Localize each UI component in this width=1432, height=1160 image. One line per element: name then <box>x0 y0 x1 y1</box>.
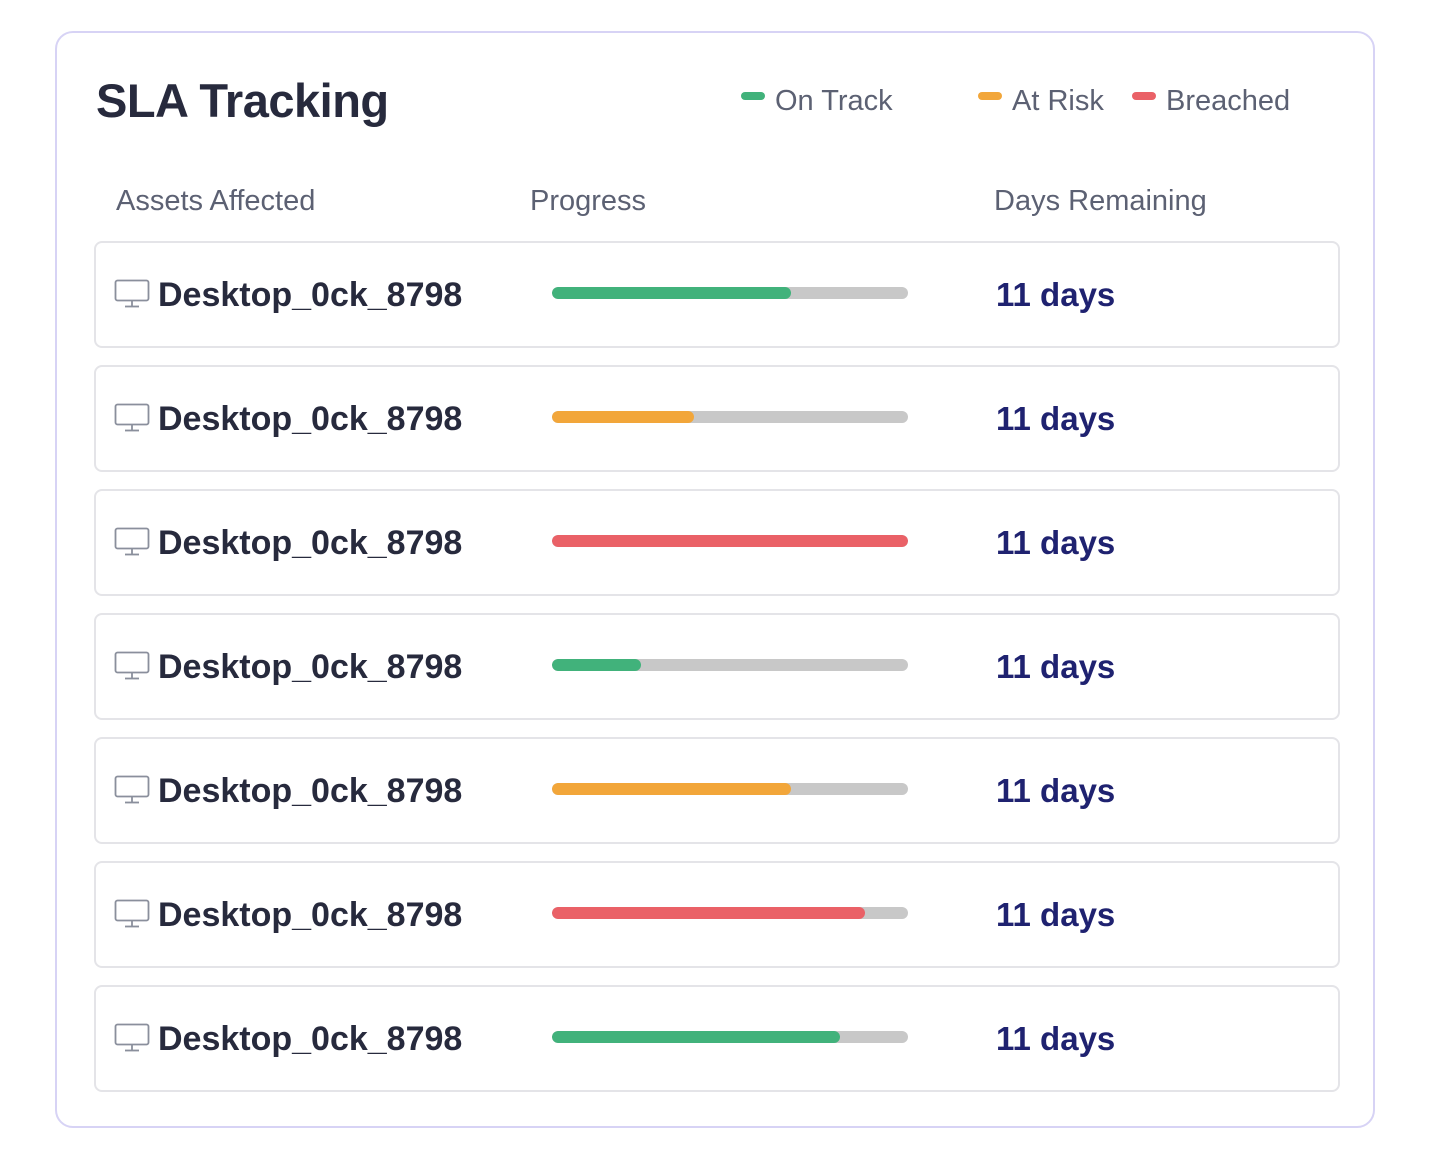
sla-progress-bar <box>552 287 908 299</box>
monitor-icon <box>114 403 150 432</box>
sla-tracking-card: SLA Tracking On Track At Risk Breached A… <box>55 31 1375 1128</box>
monitor-icon <box>114 527 150 556</box>
legend-swatch-at-risk <box>978 92 1002 100</box>
days-remaining: 11 days <box>996 400 1116 437</box>
sla-progress-fill <box>552 783 791 795</box>
sla-progress-fill <box>552 535 908 547</box>
days-remaining: 11 days <box>996 524 1116 561</box>
legend-item-on-track: On Track <box>741 83 893 119</box>
sla-progress-fill <box>552 287 791 299</box>
legend-swatch-breached <box>1132 92 1156 100</box>
monitor-icon <box>114 279 150 308</box>
monitor-icon <box>114 899 150 928</box>
table-row[interactable]: Desktop_0ck_8798 11 days <box>94 365 1340 472</box>
monitor-icon <box>114 651 150 680</box>
monitor-icon <box>114 775 150 804</box>
monitor-icon <box>114 1023 150 1052</box>
table-row[interactable]: Desktop_0ck_8798 11 days <box>94 985 1340 1092</box>
sla-progress-bar <box>552 1031 908 1043</box>
column-header-assets: Assets Affected <box>116 185 316 217</box>
legend-swatch-on-track <box>741 92 765 100</box>
sla-progress-bar <box>552 783 908 795</box>
asset-name[interactable]: Desktop_0ck_8798 <box>158 648 463 686</box>
asset-name[interactable]: Desktop_0ck_8798 <box>158 400 463 438</box>
table-row[interactable]: Desktop_0ck_8798 11 days <box>94 861 1340 968</box>
sla-progress-bar <box>552 659 908 671</box>
asset-name[interactable]: Desktop_0ck_8798 <box>158 896 463 934</box>
table-row[interactable]: Desktop_0ck_8798 11 days <box>94 241 1340 348</box>
table-row[interactable]: Desktop_0ck_8798 11 days <box>94 489 1340 596</box>
sla-progress-fill <box>552 1031 841 1043</box>
days-remaining: 11 days <box>996 1020 1116 1057</box>
column-header-progress: Progress <box>530 185 647 217</box>
sla-progress-bar <box>552 907 908 919</box>
days-remaining: 11 days <box>996 276 1116 313</box>
asset-name[interactable]: Desktop_0ck_8798 <box>158 276 463 314</box>
legend-item-breached: Breached <box>1132 83 1290 119</box>
table-row[interactable]: Desktop_0ck_8798 11 days <box>94 737 1340 844</box>
column-header-days-remaining: Days Remaining <box>994 185 1207 217</box>
legend-label-on-track: On Track <box>775 85 893 117</box>
card-title: SLA Tracking <box>96 74 389 127</box>
days-remaining: 11 days <box>996 648 1116 685</box>
sla-progress-fill <box>552 907 866 919</box>
days-remaining: 11 days <box>996 772 1116 809</box>
days-remaining: 11 days <box>996 896 1116 933</box>
sla-progress-bar <box>552 535 908 547</box>
legend-item-at-risk: At Risk <box>978 83 1104 119</box>
sla-progress-bar <box>552 411 908 423</box>
asset-name[interactable]: Desktop_0ck_8798 <box>158 772 463 810</box>
legend-label-breached: Breached <box>1166 85 1291 117</box>
legend-label-at-risk: At Risk <box>1012 85 1104 117</box>
sla-progress-fill <box>552 411 695 423</box>
table-row[interactable]: Desktop_0ck_8798 11 days <box>94 613 1340 720</box>
asset-name[interactable]: Desktop_0ck_8798 <box>158 1020 463 1058</box>
sla-progress-fill <box>552 659 641 671</box>
asset-name[interactable]: Desktop_0ck_8798 <box>158 524 463 562</box>
